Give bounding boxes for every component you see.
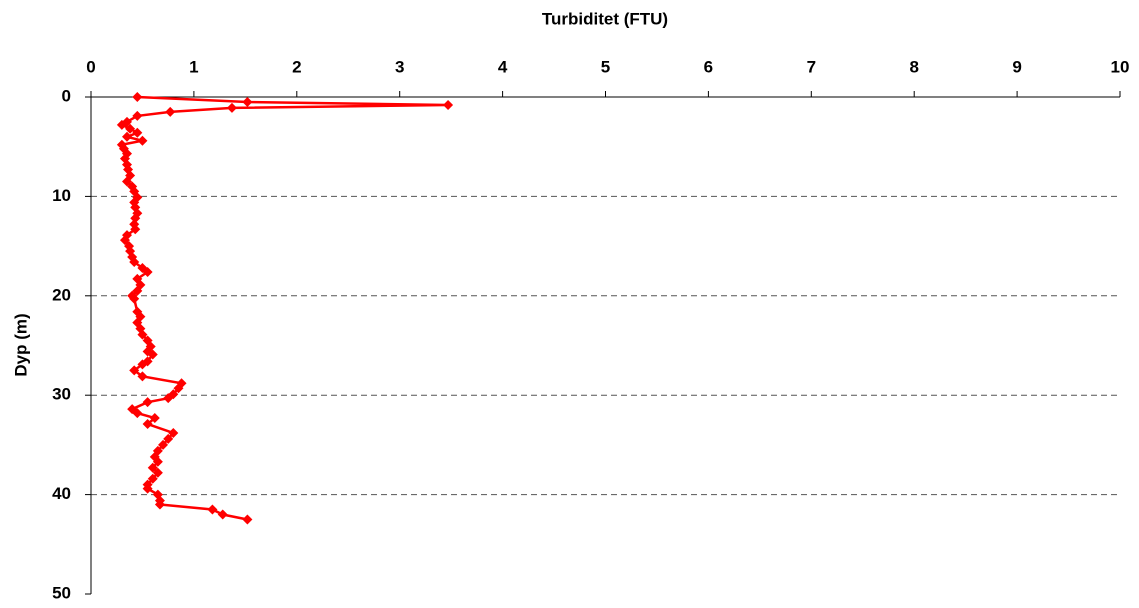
data-point xyxy=(443,99,454,110)
y-tick-label: 30 xyxy=(52,385,71,404)
data-point xyxy=(129,293,140,304)
x-tick-label: 1 xyxy=(189,57,198,76)
data-point xyxy=(125,170,136,181)
x-tick-label: 4 xyxy=(498,57,508,76)
data-point xyxy=(149,413,160,424)
data-point xyxy=(147,462,158,473)
y-tick-label: 0 xyxy=(62,86,71,105)
data-point xyxy=(132,110,143,121)
data-point xyxy=(132,285,143,296)
data-point xyxy=(119,235,130,246)
data-point xyxy=(147,349,158,360)
data-point xyxy=(132,408,143,419)
data-point xyxy=(122,176,133,187)
x-tick-label: 0 xyxy=(86,57,95,76)
data-point xyxy=(163,433,174,444)
data-point xyxy=(125,123,136,134)
data-point xyxy=(142,397,153,408)
data-point xyxy=(158,439,169,450)
data-point xyxy=(154,499,165,510)
x-tick-label: 6 xyxy=(704,57,713,76)
data-point xyxy=(132,92,143,102)
data-point xyxy=(207,504,218,515)
y-axis-label: Dyp (m) xyxy=(11,313,30,376)
x-tick-label: 5 xyxy=(601,57,610,76)
data-point xyxy=(242,96,253,107)
data-point xyxy=(242,514,253,525)
y-tick-label: 40 xyxy=(52,484,71,503)
data-point xyxy=(129,365,140,376)
x-tick-label: 8 xyxy=(909,57,918,76)
data-point xyxy=(142,419,153,430)
data-point xyxy=(147,473,158,484)
data-point xyxy=(226,102,237,113)
data-point xyxy=(163,393,174,404)
x-tick-label: 2 xyxy=(292,57,301,76)
x-tick-label: 7 xyxy=(807,57,816,76)
data-point xyxy=(137,135,148,146)
data-point xyxy=(137,359,148,370)
data-point xyxy=(137,329,148,340)
data-point xyxy=(130,224,141,235)
x-tick-label: 10 xyxy=(1111,57,1130,76)
data-point xyxy=(152,467,163,478)
data-point xyxy=(142,483,153,494)
data-point xyxy=(168,427,179,438)
y-tick-label: 10 xyxy=(52,186,71,205)
data-point xyxy=(173,383,184,394)
data-point xyxy=(122,131,133,142)
data-point xyxy=(116,119,127,130)
data-point xyxy=(137,371,148,382)
x-tick-label: 3 xyxy=(395,57,404,76)
data-point xyxy=(142,266,153,277)
y-tick-label: 50 xyxy=(52,583,71,602)
data-point xyxy=(217,509,228,520)
chart-title: Turbiditet (FTU) xyxy=(542,9,668,28)
data-point xyxy=(129,257,140,268)
y-tick-label: 20 xyxy=(52,285,71,304)
data-point xyxy=(152,456,163,467)
data-point xyxy=(165,106,176,117)
data-point xyxy=(132,127,143,138)
data-line xyxy=(119,95,449,521)
x-tick-label: 9 xyxy=(1012,57,1021,76)
